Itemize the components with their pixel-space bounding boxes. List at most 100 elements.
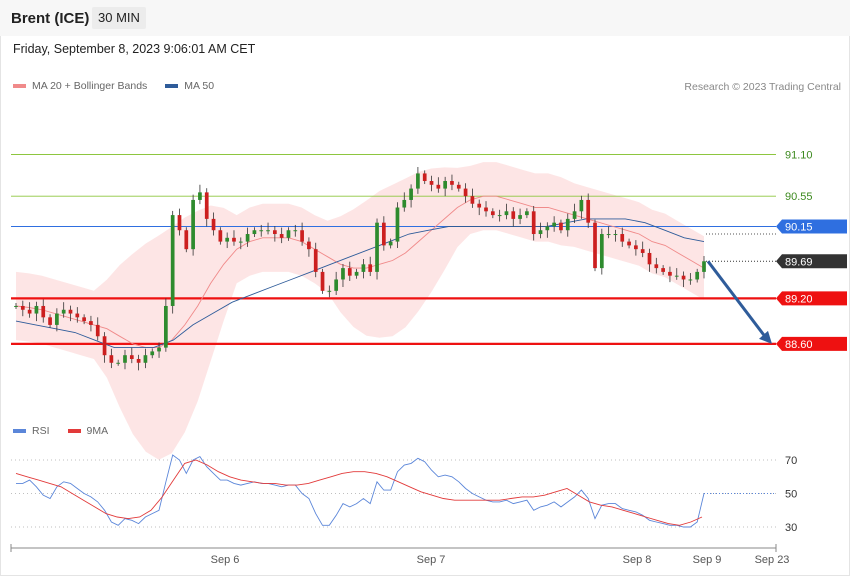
x-tick-label: Sep 8 — [623, 554, 652, 566]
candle-body — [286, 230, 291, 238]
candle-body — [123, 355, 127, 363]
candle-body — [531, 211, 536, 235]
candle-body — [668, 271, 672, 276]
candle-body — [75, 313, 80, 318]
legend-item-rsi-ma: 9MA — [67, 425, 109, 437]
candle-body — [320, 271, 325, 291]
forecast-arrow-shaft — [706, 260, 768, 339]
candle-body — [27, 309, 32, 314]
candle-body — [95, 324, 100, 337]
candle-body — [695, 271, 700, 280]
candle-body — [327, 290, 332, 292]
candle-body — [613, 234, 618, 236]
candle-body — [661, 268, 665, 272]
candle-body — [538, 230, 543, 235]
candle-body — [238, 241, 243, 243]
legend-label-rsi: RSI — [32, 425, 50, 437]
bollinger-band — [16, 162, 704, 460]
candle-body — [61, 309, 66, 314]
candle-body — [245, 234, 250, 242]
candle-body — [422, 173, 427, 182]
candle-body — [450, 181, 454, 185]
candle-body — [266, 230, 270, 232]
candle-body — [402, 199, 407, 208]
candle-body — [232, 237, 236, 242]
candle-body — [463, 188, 468, 197]
x-tick-label: Sep 9 — [693, 554, 722, 566]
candle-body — [606, 234, 611, 236]
candle-body — [627, 241, 631, 246]
candle-body — [143, 355, 148, 363]
candle-body — [599, 234, 604, 269]
legend-label-ma20: MA 20 + Bollinger Bands — [32, 80, 148, 92]
legend-swatch-ma50 — [165, 84, 179, 88]
forecast-arrowhead — [759, 330, 772, 344]
candle-body — [484, 207, 488, 212]
candle-body — [688, 279, 693, 281]
price-tag-90.15 — [776, 219, 847, 234]
candle-body — [313, 249, 318, 272]
candle-body — [14, 305, 18, 307]
candle-body — [252, 230, 257, 235]
level-label-90.55: 90.55 — [785, 191, 813, 203]
x-tick-label: Sep 6 — [211, 554, 240, 566]
chart-credit: Research © 2023 Trading Central — [684, 81, 841, 93]
candle-body — [191, 199, 195, 250]
chart-datetime: Friday, September 8, 2023 9:06:01 AM CET — [13, 42, 256, 56]
candle-body — [443, 181, 448, 189]
candle-body — [681, 275, 686, 280]
candle-body — [634, 245, 638, 250]
level-label-91.10: 91.10 — [785, 150, 813, 162]
candle-body — [436, 184, 441, 189]
candle-body — [395, 207, 400, 242]
candle-body — [102, 336, 107, 356]
candle-body — [497, 215, 502, 217]
legend-swatch-rsi-ma — [67, 429, 81, 433]
candle-body — [572, 211, 577, 219]
candle-body — [565, 218, 570, 231]
price-tag-label-89.20: 89.20 — [785, 293, 813, 305]
rsi-level-label-50: 50 — [785, 489, 797, 501]
candle-body — [368, 264, 373, 272]
candle-body — [55, 313, 59, 325]
candle-body — [647, 252, 652, 265]
candle-body — [674, 275, 679, 277]
candle-body — [89, 321, 93, 325]
candle-body — [545, 226, 550, 231]
legend-item-ma50: MA 50 — [165, 80, 214, 92]
candle-body — [429, 181, 434, 185]
main-legend: MA 20 + Bollinger Bands MA 50 — [13, 80, 226, 92]
candle-body — [525, 211, 529, 216]
candle-body — [504, 211, 509, 216]
candle-body — [170, 215, 175, 306]
candle-body — [82, 317, 86, 322]
candle-body — [416, 173, 420, 189]
candle-body — [116, 362, 121, 364]
candle-body — [409, 188, 413, 200]
legend-item-ma20-bollinger: MA 20 + Bollinger Bands — [13, 80, 147, 92]
candle-body — [20, 305, 25, 310]
candle-body — [559, 222, 563, 231]
candle-body — [198, 192, 202, 200]
candle-body — [511, 211, 516, 219]
rsi-ma-line — [15, 459, 703, 526]
candle-body — [259, 230, 264, 232]
candle-body — [41, 305, 46, 318]
candle-body — [586, 199, 591, 223]
price-tag-label-89.69: 89.69 — [785, 256, 813, 268]
rsi-line — [16, 454, 705, 528]
candle-body — [388, 241, 393, 246]
legend-label-rsi-ma: 9MA — [86, 425, 109, 437]
candle-body — [68, 309, 73, 314]
candle-body — [620, 234, 625, 242]
candle-body — [307, 241, 311, 250]
candle-body — [164, 305, 168, 348]
rsi-level-label-70: 70 — [785, 455, 797, 467]
candle-body — [184, 230, 189, 250]
timeframe-selector[interactable]: 30 MIN — [92, 7, 146, 29]
x-tick-label: Sep 7 — [417, 554, 446, 566]
chart-header: Brent (ICE) 30 MIN — [0, 0, 850, 36]
candle-body — [354, 271, 359, 276]
instrument-title: Brent (ICE) — [11, 10, 90, 27]
candle-body — [361, 264, 366, 272]
